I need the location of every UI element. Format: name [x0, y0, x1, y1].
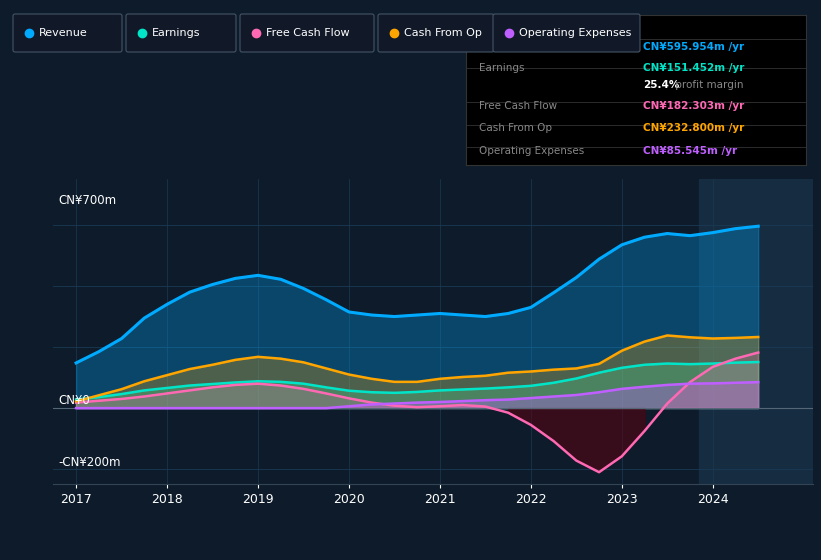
Text: 25.4%: 25.4% — [643, 80, 679, 90]
Text: Revenue: Revenue — [479, 42, 525, 52]
Text: Cash From Op: Cash From Op — [404, 28, 482, 38]
Text: Free Cash Flow: Free Cash Flow — [479, 101, 557, 111]
Text: CN¥595.954m /yr: CN¥595.954m /yr — [643, 42, 744, 52]
Text: CN¥151.452m /yr: CN¥151.452m /yr — [643, 63, 744, 73]
FancyBboxPatch shape — [378, 14, 494, 52]
FancyBboxPatch shape — [493, 14, 640, 52]
FancyBboxPatch shape — [126, 14, 236, 52]
Text: Earnings: Earnings — [152, 28, 200, 38]
Text: Operating Expenses: Operating Expenses — [519, 28, 631, 38]
FancyBboxPatch shape — [13, 14, 122, 52]
Text: CN¥232.800m /yr: CN¥232.800m /yr — [643, 123, 744, 133]
Text: CN¥0: CN¥0 — [58, 394, 89, 407]
Text: CN¥85.545m /yr: CN¥85.545m /yr — [643, 146, 736, 156]
Text: profit margin: profit margin — [672, 80, 743, 90]
Text: Revenue: Revenue — [39, 28, 88, 38]
Text: Sep 30 2024: Sep 30 2024 — [479, 22, 561, 36]
Text: Earnings: Earnings — [479, 63, 525, 73]
Bar — [699, 179, 813, 484]
Text: Free Cash Flow: Free Cash Flow — [266, 28, 350, 38]
Text: CN¥182.303m /yr: CN¥182.303m /yr — [643, 101, 744, 111]
Text: -CN¥200m: -CN¥200m — [58, 455, 121, 469]
Text: Cash From Op: Cash From Op — [479, 123, 553, 133]
Text: CN¥700m: CN¥700m — [58, 194, 116, 207]
Text: Operating Expenses: Operating Expenses — [479, 146, 585, 156]
FancyBboxPatch shape — [240, 14, 374, 52]
